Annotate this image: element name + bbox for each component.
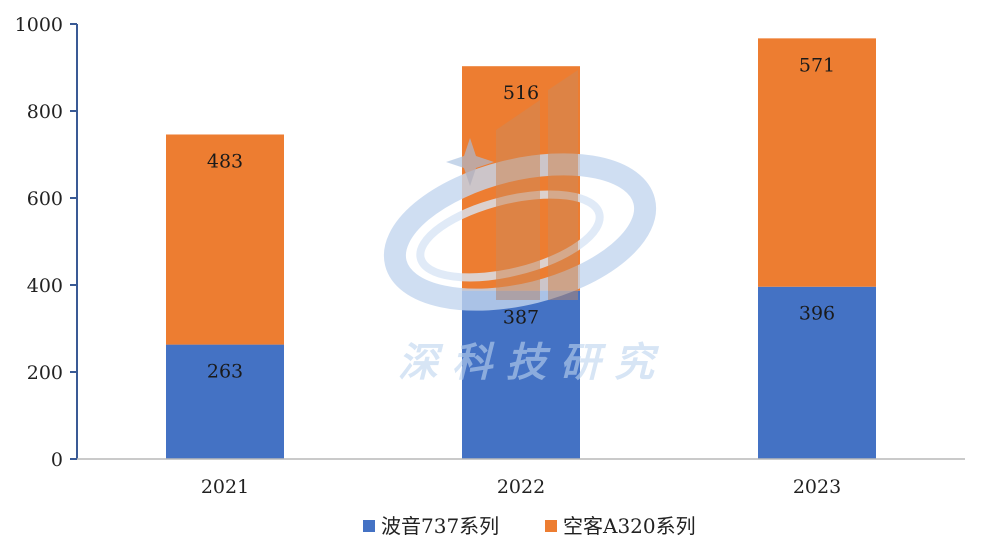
y-tick-label-400: 400 [27,275,63,297]
watermark-sparkle [446,138,494,186]
legend-label-boeing: 波音737系列 [381,514,499,538]
x-tick-label-2021: 2021 [201,476,249,498]
x-tick-label-2023: 2023 [793,476,841,498]
data-label-boeing-2021: 263 [207,361,243,383]
bar-airbus-2023 [758,38,876,287]
watermark-swoosh-outer [383,153,657,311]
bar-boeing-2023 [758,286,876,459]
y-tick-label-200: 200 [27,362,63,384]
y-tick-label-600: 600 [27,188,63,210]
legend-swatch-airbus [545,520,557,532]
chart-legend: 波音737系列 空客A320系列 [363,514,696,538]
bar-airbus-2021 [166,134,284,345]
legend-swatch-boeing [363,520,375,532]
labels-layer: 263 483 387 516 396 571 [207,54,835,382]
bar-boeing-2021 [166,344,284,459]
x-tick-label-2022: 2022 [497,476,545,498]
data-label-airbus-2022: 516 [503,82,539,104]
legend-label-airbus: 空客A320系列 [563,514,696,538]
watermark-swoosh-inner [416,190,604,282]
bar-boeing-2022 [462,290,580,459]
data-label-boeing-2022: 387 [503,307,539,329]
data-label-boeing-2023: 396 [799,303,835,325]
y-tick-label-1000: 1000 [15,14,63,36]
bars-layer [166,38,876,459]
data-label-airbus-2021: 483 [207,150,243,172]
data-label-airbus-2023: 571 [799,54,835,76]
watermark-logo: 深科技研究 [383,70,668,386]
watermark-building [496,70,578,300]
watermark-text: 深科技研究 [398,339,668,386]
y-tick-label-800: 800 [27,101,63,123]
axes-layer: 2021 2022 2023 0 200 400 600 800 1000 [15,14,965,498]
y-tick-label-0: 0 [51,449,63,471]
